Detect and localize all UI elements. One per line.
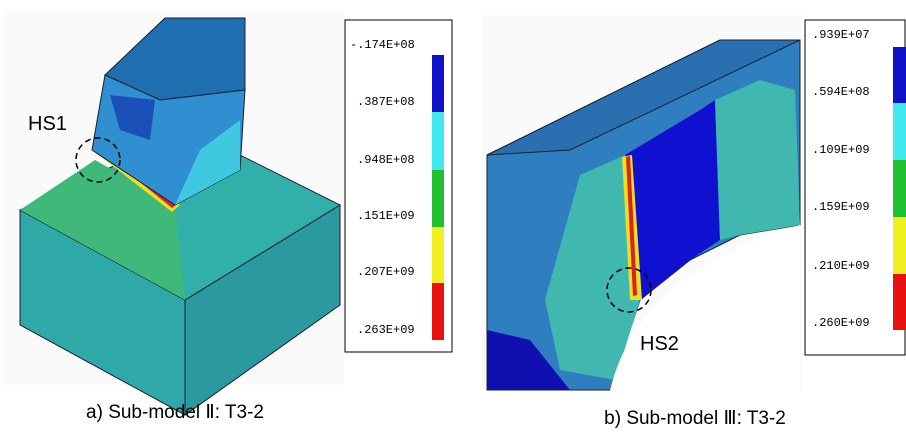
legend-label: .207E+09 xyxy=(357,265,415,279)
legend-label: .109E+09 xyxy=(812,143,870,157)
hotspot-label: HS1 xyxy=(28,113,67,135)
right-model: HS2 xyxy=(482,15,802,390)
legend-swatch xyxy=(432,112,444,170)
legend-swatch xyxy=(893,160,906,217)
legend-label: .159E+09 xyxy=(812,200,870,214)
caption: b) Sub-model Ⅲ: T3-2 xyxy=(604,408,786,429)
caption: a) Sub-model Ⅱ: T3-2 xyxy=(86,402,264,423)
left-legend: -.174E+08 .387E+08 .948E+08 .151E+09 .20… xyxy=(345,20,452,352)
legend-swatch xyxy=(893,47,906,103)
legend-swatch xyxy=(432,55,444,112)
legend-label: .260E+09 xyxy=(812,316,870,330)
legend-swatch xyxy=(432,283,444,340)
legend-swatch xyxy=(432,227,444,283)
legend-label: .594E+08 xyxy=(812,85,870,99)
legend-label: .948E+08 xyxy=(357,153,415,167)
legend-swatch xyxy=(432,170,444,227)
cyan-zone xyxy=(715,80,800,240)
left-model: HS1 xyxy=(4,10,344,415)
right-legend: .939E+07 .594E+08 .109E+09 .159E+09 .210… xyxy=(805,20,906,355)
figure: HS1 -.174E+08 .387E+08 .948E+08 .151E+09… xyxy=(0,0,906,436)
legend-label: .387E+08 xyxy=(357,95,415,109)
legend-swatch xyxy=(893,217,906,274)
legend-label: .939E+07 xyxy=(812,28,870,42)
legend-box xyxy=(805,20,905,355)
legend-label: .210E+09 xyxy=(812,259,870,273)
legend-label: .151E+09 xyxy=(357,209,415,223)
legend-swatch xyxy=(893,274,906,330)
legend-label: .263E+09 xyxy=(357,323,415,337)
legend-label: -.174E+08 xyxy=(350,38,415,52)
hotspot-label: HS2 xyxy=(640,333,679,355)
legend-swatch xyxy=(893,103,906,160)
